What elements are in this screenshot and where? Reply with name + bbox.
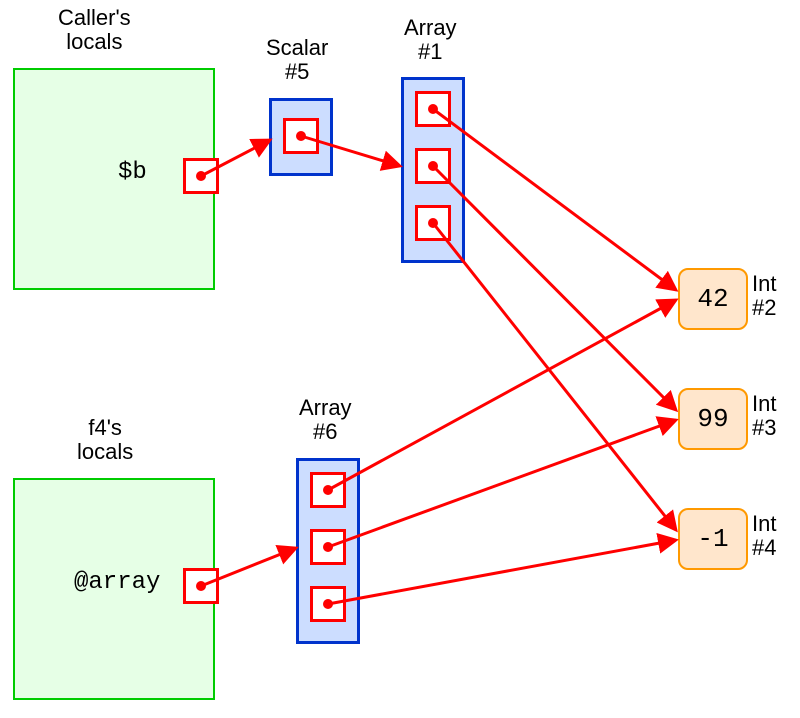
label-int2: Int #2 [752,272,776,320]
label-array1: Array #1 [404,16,457,64]
ref-array6-slot0 [310,472,346,508]
int-m1-box: -1 [678,508,748,570]
label-scalar5: Scalar #5 [266,36,328,84]
ref-scalar5 [283,118,319,154]
ref-array1-slot1 [415,148,451,184]
var-at-array: @array [74,570,160,596]
ref-array6-slot2 [310,586,346,622]
ref-array1-slot2 [415,205,451,241]
diagram-root: Caller's locals Scalar #5 Array #1 $b f4… [0,0,800,718]
ref-at-array [183,568,219,604]
label-array6: Array #6 [299,396,352,444]
ref-array1-slot0 [415,91,451,127]
int-99-value: 99 [697,404,728,434]
ref-dollar-b [183,158,219,194]
int-42-value: 42 [697,284,728,314]
label-int3: Int #3 [752,392,776,440]
int-42-box: 42 [678,268,748,330]
ref-array6-slot1 [310,529,346,565]
var-dollar-b: $b [118,160,147,186]
label-callers-locals: Caller's locals [58,6,131,54]
int-m1-value: -1 [697,524,728,554]
label-f4-locals: f4's locals [77,416,133,464]
int-99-box: 99 [678,388,748,450]
label-int4: Int #4 [752,512,776,560]
